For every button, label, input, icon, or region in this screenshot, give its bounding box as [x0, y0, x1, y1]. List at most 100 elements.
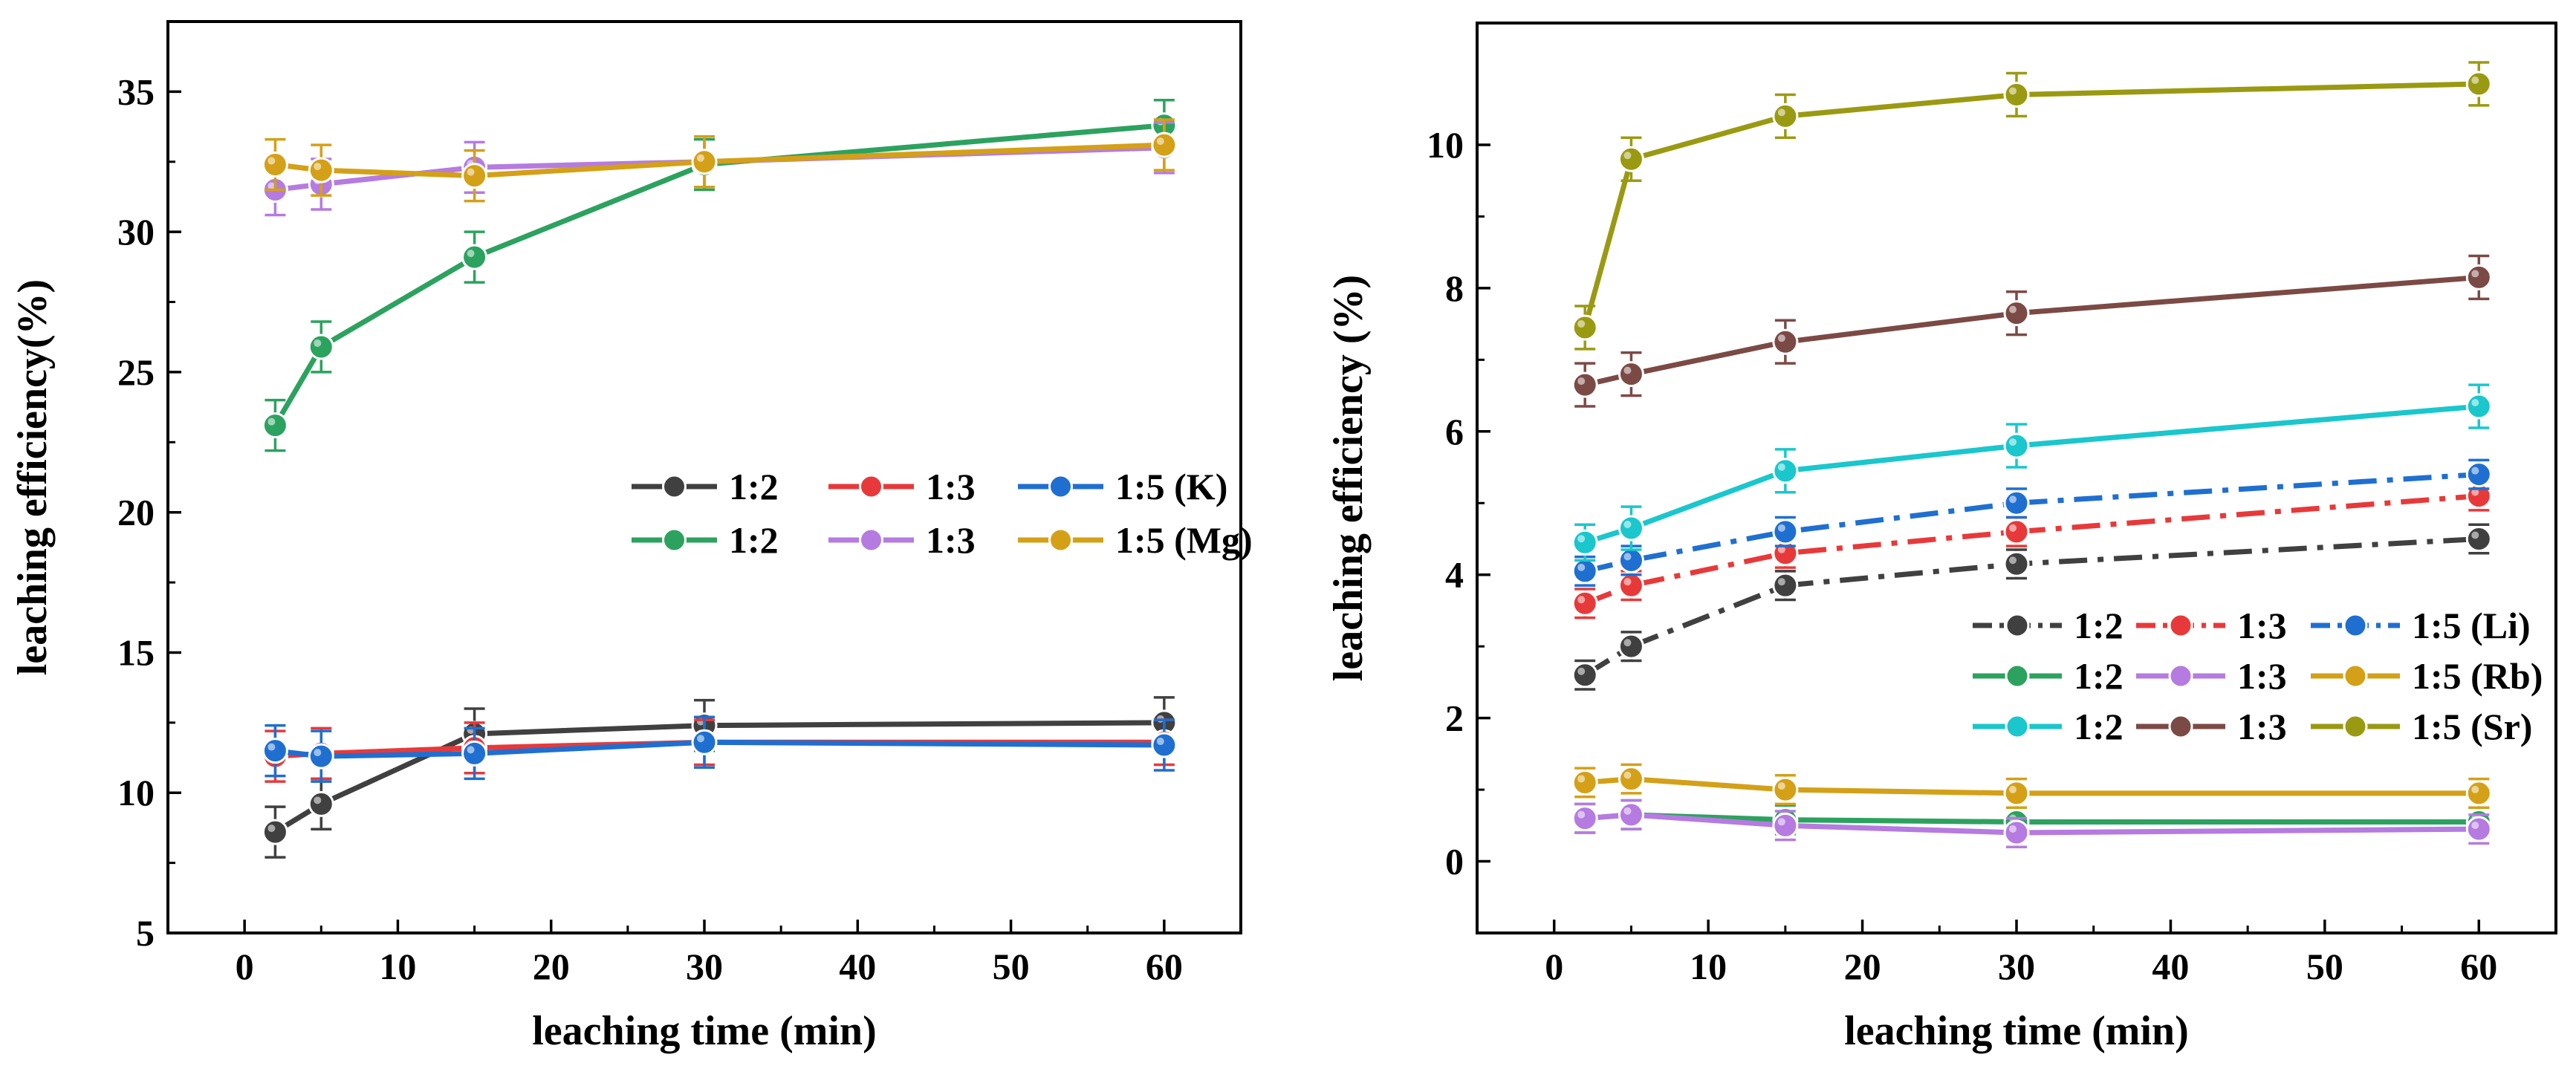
- series-1-2-Sr: [1571, 383, 2492, 562]
- series-1-3-Sr: [1571, 254, 2492, 408]
- series-line: [1583, 493, 2479, 606]
- legend-marker: [859, 527, 883, 553]
- y-tick-label: 25: [117, 351, 155, 393]
- legend-label: 1:5 (Mg): [1115, 519, 1253, 561]
- x-tick-label: 20: [1844, 946, 1881, 987]
- data-point-highlight: [1577, 319, 1586, 328]
- x-tick-label: 0: [1545, 946, 1563, 987]
- data-point-highlight: [2009, 785, 2017, 793]
- data-point: [1151, 131, 1178, 158]
- series-1-5-Li: [1571, 458, 2492, 587]
- legend-marker: [1048, 527, 1073, 553]
- data-point-highlight: [2471, 466, 2479, 475]
- x-tick-label: 0: [236, 946, 254, 987]
- series-1-5-Rb: [1571, 763, 2492, 809]
- legend-marker: [1048, 474, 1073, 499]
- data-point: [1571, 371, 1598, 398]
- data-point: [1571, 805, 1598, 832]
- legend-marker: [2005, 714, 2030, 739]
- x-tick-label: 60: [1146, 946, 1183, 987]
- legend-marker: [2168, 613, 2193, 638]
- x-tick-label: 40: [2152, 946, 2189, 987]
- data-point: [2465, 264, 2492, 290]
- x-axis-label: leaching time (min): [1844, 1008, 2188, 1054]
- data-point: [308, 157, 334, 183]
- data-point-highlight: [267, 743, 276, 751]
- y-tick-label: 10: [117, 772, 155, 813]
- legend-label: 1:3: [2237, 706, 2287, 747]
- data-point-highlight: [2009, 556, 2017, 565]
- data-point: [262, 738, 288, 764]
- data-point-highlight: [1623, 578, 1632, 586]
- data-point: [1571, 590, 1598, 617]
- data-point: [461, 244, 488, 270]
- data-point-highlight: [1623, 771, 1632, 779]
- data-point-highlight: [314, 796, 322, 804]
- series-line: [1583, 536, 2479, 677]
- legend-marker: [859, 474, 883, 499]
- legend-label: 1:3: [2237, 655, 2287, 697]
- data-point-highlight: [697, 735, 704, 743]
- data-point: [2003, 490, 2030, 516]
- legend-label: 1:5 (K): [1115, 466, 1227, 507]
- data-point: [1618, 766, 1644, 793]
- x-axis-label: leaching time (min): [532, 1008, 876, 1054]
- data-point: [2465, 525, 2492, 552]
- data-point-highlight: [467, 168, 475, 176]
- legend-marker: [662, 474, 687, 499]
- data-point-highlight: [1156, 738, 1164, 746]
- data-point: [2003, 81, 2030, 108]
- data-point: [1571, 662, 1598, 689]
- data-point: [1571, 314, 1598, 341]
- data-point-highlight: [1623, 152, 1632, 160]
- series-1-5-Mg: [262, 118, 1178, 203]
- data-point-highlight: [1577, 667, 1586, 675]
- x-tick-label: 30: [1998, 946, 2035, 987]
- data-point: [2465, 780, 2492, 807]
- legend-element: (Mg): [1165, 519, 1253, 561]
- legend-label: 1:2: [2074, 605, 2124, 646]
- data-point: [1151, 732, 1178, 758]
- data-point: [1571, 558, 1598, 585]
- data-point-highlight: [2471, 270, 2479, 278]
- legend-label: 1:2: [729, 466, 779, 507]
- data-point: [1772, 328, 1799, 355]
- data-point-highlight: [1577, 596, 1586, 604]
- data-point-highlight: [467, 746, 475, 754]
- x-tick-label: 10: [379, 946, 416, 987]
- data-point-highlight: [697, 154, 704, 162]
- data-point: [2465, 71, 2492, 97]
- series-line: [1584, 274, 2479, 388]
- legend-label: 1:3: [926, 519, 976, 561]
- data-point: [1618, 572, 1644, 599]
- data-point-highlight: [1777, 545, 1785, 553]
- data-point-highlight: [1623, 807, 1632, 815]
- data-point-highlight: [1623, 366, 1632, 374]
- data-point-highlight: [1777, 818, 1785, 826]
- data-point-highlight: [2009, 305, 2017, 313]
- data-point-highlight: [1777, 524, 1785, 532]
- y-tick-label: 4: [1445, 554, 1464, 596]
- series-line: [274, 142, 1164, 179]
- data-point: [2465, 816, 2492, 842]
- legend: 1:2 1:3 1:5 (K) 1:2 1:3 1:5 (Mg): [632, 466, 1253, 561]
- series-line: [274, 145, 1164, 192]
- data-point: [2465, 461, 2492, 488]
- data-point-highlight: [2471, 785, 2479, 793]
- y-tick-label: 20: [117, 492, 155, 533]
- data-point: [2003, 819, 2030, 846]
- legend-marker: [2343, 714, 2368, 739]
- y-tick-label: 0: [1445, 841, 1464, 882]
- data-point-highlight: [1577, 775, 1586, 783]
- data-point-highlight: [314, 749, 322, 757]
- legend-label: 1:5 (Rb): [2412, 655, 2543, 697]
- series-line: [1584, 472, 2479, 574]
- y-tick-label: 5: [136, 912, 155, 954]
- data-point-highlight: [314, 163, 322, 171]
- data-point: [1772, 518, 1799, 545]
- data-point-highlight: [1156, 137, 1164, 146]
- series-line: [1584, 403, 2479, 545]
- data-point: [691, 729, 718, 755]
- y-tick-label: 6: [1445, 411, 1464, 452]
- y-axis-label: leaching efficiency(%): [10, 279, 56, 675]
